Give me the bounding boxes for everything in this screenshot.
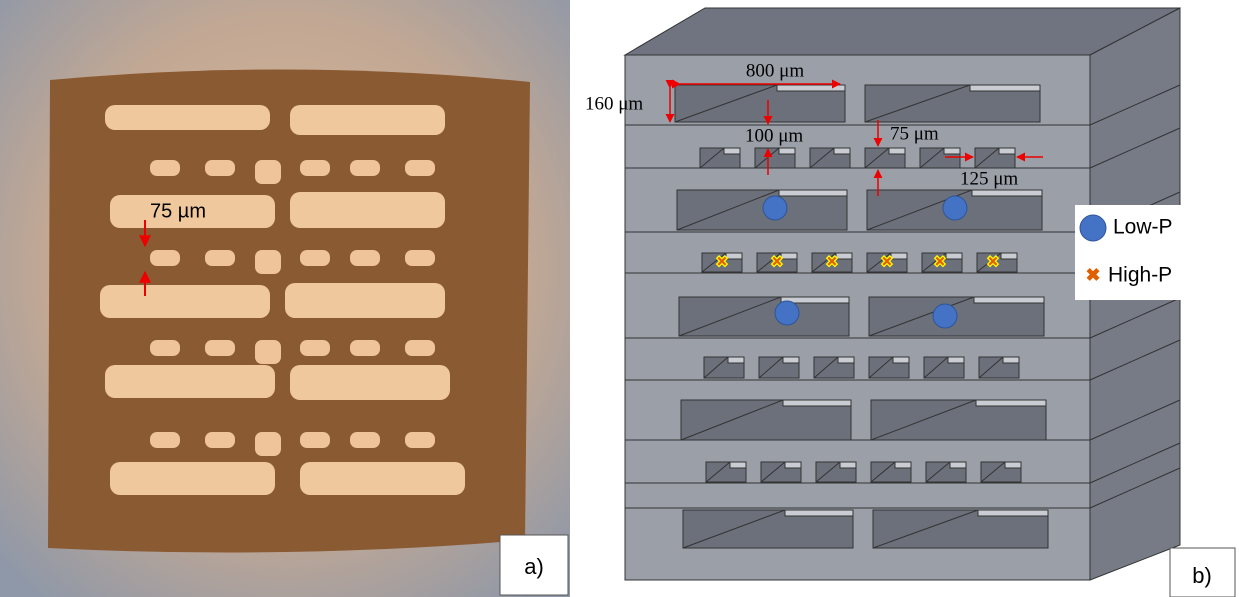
low-p-marker [943,196,967,220]
channel-top [999,148,1015,154]
slot [255,340,281,364]
legend-marker [1080,215,1106,241]
slot [405,160,435,176]
high-p-marker: ✖ [933,254,946,271]
channel-top [895,462,911,468]
channel-top [974,297,1044,303]
slot [105,105,270,130]
dimension: 75 μm [890,123,939,144]
slot [150,340,180,356]
slot [300,250,330,266]
slot [150,250,180,266]
low-p-marker [775,301,799,325]
channel-top [838,357,854,363]
slot [255,160,281,184]
channel-top [1001,253,1017,259]
slot [285,283,445,318]
channel-top [1003,357,1019,363]
dimension: 125 μm [960,168,1018,189]
slot [205,250,235,266]
channel-top [783,400,851,406]
slot [205,340,235,356]
dimension: 800 μm [746,60,804,81]
slot [150,160,180,176]
high-p-marker: ✖ [880,254,893,271]
channel-top [1005,462,1021,468]
channel-top [785,462,801,468]
channel-top [840,462,856,468]
slot [150,432,180,448]
high-p-marker: ✖ [715,254,728,271]
slot [255,250,281,274]
channel-top [730,462,746,468]
slot [405,340,435,356]
channel-top [948,357,964,363]
channel-top [893,357,909,363]
channel-top [777,85,845,91]
channel-top [950,462,966,468]
figure: 75 µm a) ✖ ✖ ✖ ✖ ✖ ✖ 800 μm 160 μm 100 μm 75 … [0,0,1239,597]
channel-top [946,253,962,259]
slot [205,160,235,176]
slot [405,432,435,448]
slot [300,432,330,448]
slot [405,250,435,266]
legend-entry: Low-P [1113,216,1173,239]
slot [255,432,281,456]
low-p-marker [933,304,957,328]
channel-top [724,148,740,154]
annotation: 75 µm [150,200,206,222]
channel-top [785,510,853,516]
slot [290,365,450,400]
high-p-marker: ✖ [986,254,999,271]
slot [100,285,270,318]
channel-top [728,357,744,363]
high-p-marker: ✖ [825,254,838,271]
slot [350,160,380,176]
slot [300,160,330,176]
dimension: 160 μm [585,93,643,114]
channel-top [889,148,905,154]
slot [205,432,235,448]
channel-top [834,148,850,154]
panel-label: a) [524,554,544,579]
slot [350,432,380,448]
channel-top [779,190,847,196]
dimension: 100 μm [745,125,803,146]
channel-top [970,85,1040,91]
block-top [625,8,1180,55]
legend-entry: High-P [1108,264,1172,287]
channel-top [972,190,1042,196]
slot [300,340,330,356]
channel-top [976,400,1046,406]
high-p-marker: ✖ [770,254,783,271]
legend-marker: ✖ [1085,265,1100,285]
channel-top [978,510,1048,516]
low-p-marker [763,196,787,220]
channel-top [783,357,799,363]
panel-label: b) [1192,563,1212,588]
slot [350,250,380,266]
slot [290,105,445,135]
slot [290,192,445,228]
slot [300,462,465,495]
slot [350,340,380,356]
channel-top [944,148,960,154]
slot [110,462,275,495]
slot [105,365,275,398]
channel-top [779,148,795,154]
